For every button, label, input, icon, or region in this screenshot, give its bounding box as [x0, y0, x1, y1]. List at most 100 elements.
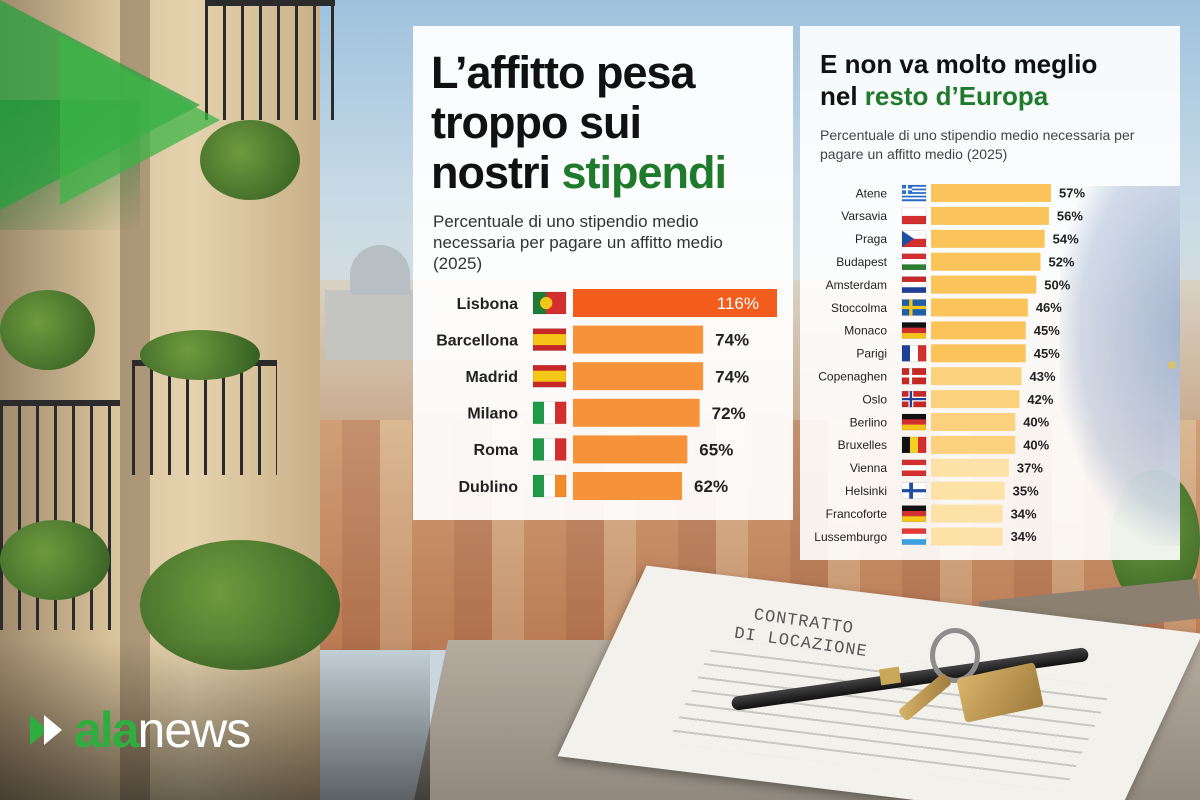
flag-it-icon: [532, 401, 567, 425]
flag-be-icon: [901, 436, 927, 454]
category-label: Oslo: [862, 392, 887, 406]
category-label: Berlino: [850, 415, 888, 429]
flag-de-icon: [901, 322, 927, 339]
balcony-plant: [0, 290, 95, 370]
italy-subtitle: Percentuale di uno stipendio medio neces…: [433, 212, 723, 273]
europe-bar-chart: Atene 57% Varsavia 56% Praga 54% Budapest 52% Am…: [814, 184, 1085, 546]
europe-panel: E non va molto meglio nel resto d’Europa…: [800, 26, 1180, 560]
pen-clip: [878, 666, 902, 686]
bar: [573, 472, 683, 500]
value-label: 34%: [1011, 506, 1037, 521]
bar: [573, 289, 777, 317]
category-label: Vienna: [850, 461, 887, 475]
italy-title-line3: nostri: [431, 147, 562, 198]
bar: [931, 458, 1009, 477]
bar: [931, 321, 1026, 340]
value-label: 54%: [1053, 231, 1079, 246]
flag-at-icon: [901, 459, 927, 477]
bar-row-budapest: Budapest 52%: [836, 252, 1075, 271]
bar-row-vienna: Vienna 37%: [850, 458, 1043, 477]
category-label: Atene: [856, 186, 888, 200]
map-pin-icon: [1168, 361, 1176, 369]
category-label: Bruxelles: [838, 438, 887, 452]
category-label: Parigi: [856, 347, 887, 361]
bar: [573, 435, 688, 464]
category-label: Lisbona: [457, 296, 518, 313]
category-label: Lussemburgo: [814, 530, 887, 544]
value-label: 43%: [1030, 369, 1056, 384]
europe-map: [1060, 186, 1180, 546]
italy-title-highlight: stipendi: [561, 147, 728, 198]
category-label: Milano: [467, 406, 518, 423]
category-label: Praga: [855, 232, 887, 246]
flag-lu-icon: [901, 528, 927, 545]
value-label: 74%: [715, 367, 749, 386]
bar-row-praga: Praga 54%: [855, 229, 1079, 248]
value-label: 72%: [712, 404, 746, 423]
value-label: 50%: [1044, 277, 1070, 292]
balcony-plant: [0, 520, 110, 600]
bar-row-varsavia: Varsavia 56%: [841, 206, 1083, 225]
bar-row-stoccolma: Stoccolma 46%: [831, 298, 1062, 317]
bar-row-dublino: Dublino 62%: [458, 472, 728, 500]
italy-title-line1: L’affitto pesa: [431, 47, 696, 98]
value-label: 116%: [717, 294, 759, 313]
bar-row-roma: Roma 65%: [474, 435, 733, 464]
value-label: 40%: [1023, 438, 1049, 453]
bar: [931, 367, 1022, 386]
flag-gr-icon: [901, 184, 927, 202]
flag-cz-icon: [901, 230, 927, 248]
bar: [573, 362, 704, 391]
bar-row-amsterdam: Amsterdam 50%: [826, 275, 1071, 294]
value-label: 46%: [1036, 300, 1062, 315]
bar: [931, 527, 1003, 546]
category-label: Varsavia: [841, 209, 887, 223]
bar: [931, 229, 1045, 248]
europe-title-line2: nel: [820, 81, 865, 111]
value-label: 37%: [1017, 460, 1043, 475]
bar-row-parigi: Parigi 45%: [856, 344, 1060, 363]
category-label: Helsinki: [845, 484, 887, 498]
bar-row-copenaghen: Copenaghen 43%: [818, 367, 1056, 386]
alanews-logo: ala news: [30, 700, 251, 760]
bar-row-lussemburgo: Lussemburgo 34%: [814, 527, 1037, 546]
category-label: Stoccolma: [831, 301, 887, 315]
category-label: Madrid: [466, 369, 518, 386]
value-label: 62%: [694, 477, 728, 496]
category-label: Barcellona: [436, 332, 518, 349]
europe-title-line1: E non va molto meglio: [820, 49, 1098, 79]
value-label: 42%: [1027, 392, 1053, 407]
bar: [573, 398, 700, 427]
value-label: 56%: [1057, 209, 1083, 224]
flag-es-icon: [532, 364, 567, 388]
italy-title: L’affitto pesa troppo sui nostri stipend…: [431, 48, 781, 198]
bar: [931, 413, 1016, 431]
value-label: 57%: [1059, 186, 1085, 201]
bottom-shade: [0, 640, 430, 800]
bar-row-atene: Atene 57%: [856, 184, 1085, 202]
europe-title: E non va molto meglio nel resto d’Europa: [820, 48, 1170, 112]
flag-pt-icon: [532, 291, 567, 315]
bar-row-francoforte: Francoforte 34%: [826, 504, 1037, 523]
logo-part-ala: ala: [74, 702, 140, 758]
bar: [931, 206, 1049, 225]
europe-subtitle: Percentuale di uno stipendio medio neces…: [820, 127, 1135, 162]
category-label: Amsterdam: [826, 278, 887, 292]
balcony-plant: [140, 330, 260, 380]
bar: [931, 252, 1041, 271]
bar: [931, 504, 1003, 523]
bar: [573, 325, 704, 354]
flag-fr-icon: [901, 345, 927, 362]
bar: [931, 435, 1016, 454]
value-label: 45%: [1034, 323, 1060, 338]
bar: [931, 481, 1005, 500]
italy-panel: L’affitto pesa troppo sui nostri stipend…: [413, 26, 793, 520]
italy-title-line2: troppo sui: [431, 97, 642, 148]
green-arrow-shape: [60, 35, 220, 205]
bar: [931, 298, 1028, 317]
bar-row-bruxelles: Bruxelles 40%: [838, 435, 1050, 454]
category-label: Francoforte: [826, 507, 888, 521]
bar-row-madrid: Madrid 74%: [466, 362, 749, 391]
balcony-railing: [205, 0, 335, 120]
flag-de-icon: [901, 505, 927, 522]
